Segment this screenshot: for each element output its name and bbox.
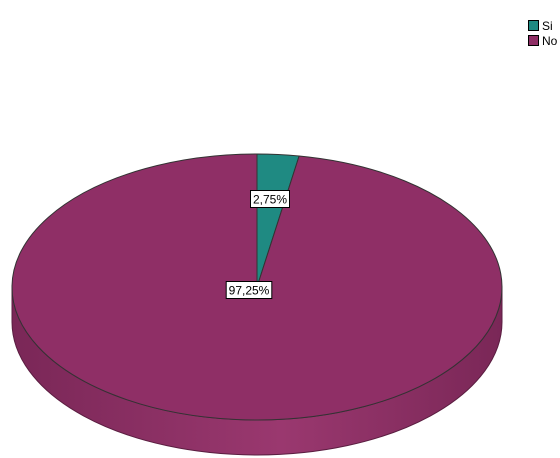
legend-item-si: Si: [528, 18, 557, 33]
legend-label-si: Si: [542, 18, 553, 33]
data-label-text: 97,25%: [229, 284, 270, 298]
legend-label-no: No: [542, 33, 558, 48]
data-labels: 2,75% 97,25%: [225, 190, 290, 299]
data-label-no: 97,25%: [225, 281, 273, 299]
data-label-text: 2,75%: [253, 193, 287, 207]
data-label-si: 2,75%: [250, 190, 290, 208]
data-label-box: [225, 281, 273, 299]
data-label-box: [250, 190, 290, 208]
legend: Si No: [528, 18, 557, 48]
legend-swatch-si: [528, 20, 539, 31]
legend-item-no: No: [528, 33, 557, 48]
legend-swatch-no: [528, 35, 539, 46]
